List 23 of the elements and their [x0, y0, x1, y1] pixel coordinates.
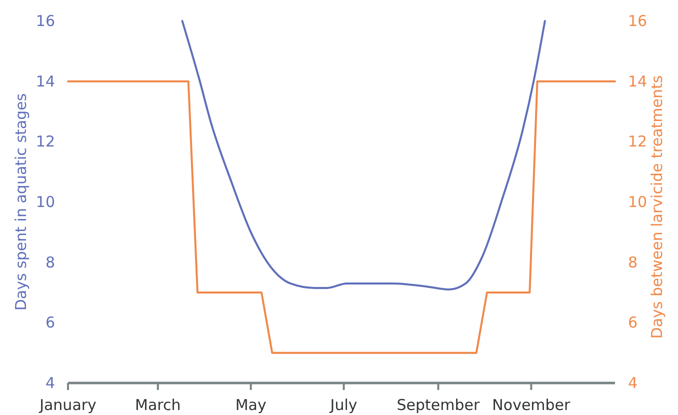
y-axis-title: Days spent in aquatic stages — [12, 93, 30, 311]
y2-axis-title: Days between larvicide treatments — [648, 75, 666, 339]
y2-tick-label: 10 — [628, 193, 648, 211]
x-tick-label: July — [329, 396, 358, 414]
y-tick-label: 12 — [36, 132, 55, 151]
y-tick-label: 10 — [36, 193, 55, 211]
y-tick-label: 8 — [45, 253, 55, 272]
y2-tick-label: 6 — [628, 314, 638, 332]
y2-tick-label: 4 — [628, 374, 638, 392]
x-tick-label: March — [135, 396, 181, 414]
x-tick-label: May — [235, 396, 266, 414]
y2-tick-label: 12 — [628, 132, 648, 151]
y2-tick-label: 8 — [628, 253, 638, 272]
y-tick-label: 4 — [45, 374, 55, 392]
y-tick-label: 16 — [36, 12, 55, 30]
y-tick-label: 14 — [36, 72, 55, 90]
y-tick-label: 6 — [45, 314, 55, 332]
y2-tick-label: 16 — [628, 12, 648, 30]
y2-tick-label: 14 — [628, 72, 648, 90]
line-series — [181, 20, 546, 290]
x-tick-label: January — [38, 396, 97, 414]
x-tick-label: September — [396, 396, 481, 414]
x-tick-label: November — [492, 396, 572, 414]
